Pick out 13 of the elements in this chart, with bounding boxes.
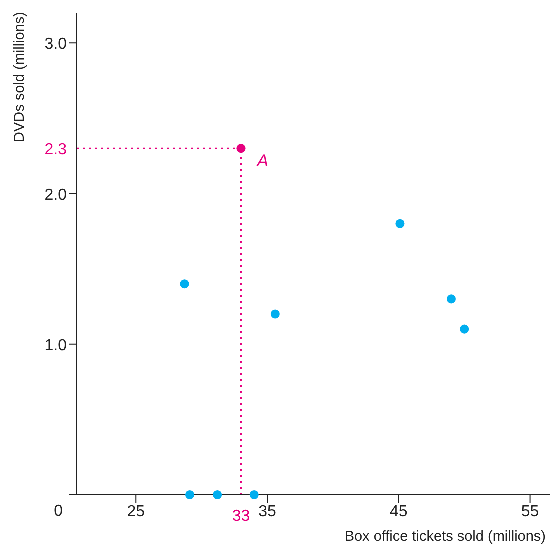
y-tick-label: 3.0 <box>44 36 68 54</box>
y-tick-label: 2.0 <box>44 186 68 204</box>
y-tick-label: 1.0 <box>44 337 68 354</box>
y-tick-label: 0 <box>54 503 64 520</box>
x-tick-label: 25 <box>127 503 146 520</box>
x-tick-label: 35 <box>258 503 277 520</box>
y-axis-title: DVDs sold (millions) <box>12 12 28 143</box>
x-tick-label: 55 <box>521 503 540 520</box>
annotation: A <box>256 152 269 171</box>
ref-line-label: 33 <box>232 508 250 525</box>
ref-line-label: 2.3 <box>44 142 68 159</box>
x-axis-title: Box office tickets sold (millions) <box>344 529 546 545</box>
x-tick-label: 45 <box>390 503 408 520</box>
